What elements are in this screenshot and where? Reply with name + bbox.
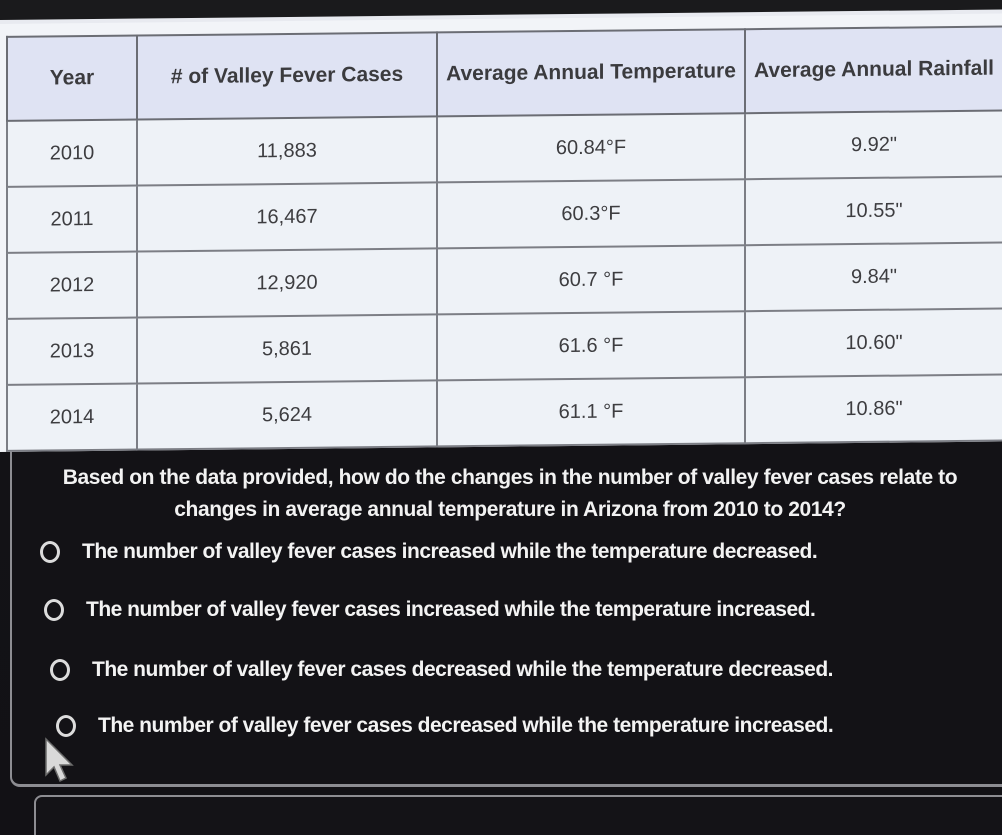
valley-fever-data-table: Year # of Valley Fever Cases Average Ann… xyxy=(6,26,1002,452)
table-row: 2011 16,467 60.3°F 10.55" xyxy=(7,176,1002,253)
answer-option-2[interactable]: The number of valley fever cases increas… xyxy=(44,598,816,622)
question-prompt: Based on the data provided, how do the c… xyxy=(62,466,958,521)
cell-year: 2014 xyxy=(7,383,137,451)
cell-cases: 12,920 xyxy=(137,248,437,318)
table-header-row: Year # of Valley Fever Cases Average Ann… xyxy=(7,26,1002,121)
cell-temperature: 60.3°F xyxy=(437,179,745,249)
cell-year: 2010 xyxy=(7,119,137,187)
header-cases: # of Valley Fever Cases xyxy=(137,32,437,120)
cell-cases: 5,624 xyxy=(137,380,437,450)
cell-cases: 11,883 xyxy=(137,116,437,186)
cell-temperature: 61.6 °F xyxy=(437,311,745,381)
next-question-card xyxy=(34,795,1002,835)
cell-rainfall: 10.60" xyxy=(745,308,1002,378)
cell-cases: 5,861 xyxy=(137,314,437,384)
cell-rainfall: 10.55" xyxy=(745,176,1002,246)
table-row: 2014 5,624 61.1 °F 10.86" xyxy=(7,374,1002,451)
radio-unselected-icon[interactable] xyxy=(50,659,70,681)
answer-option-1[interactable]: The number of valley fever cases increas… xyxy=(40,540,818,564)
radio-unselected-icon[interactable] xyxy=(40,541,60,563)
answer-option-label: The number of valley fever cases increas… xyxy=(82,540,818,563)
answer-option-label: The number of valley fever cases decreas… xyxy=(92,658,834,681)
radio-unselected-icon[interactable] xyxy=(44,599,64,621)
cell-temperature: 61.1 °F xyxy=(437,377,745,447)
header-temperature: Average Annual Temperature xyxy=(437,29,745,117)
cell-year: 2011 xyxy=(7,185,137,253)
cell-temperature: 60.7 °F xyxy=(437,245,745,315)
answer-option-4[interactable]: The number of valley fever cases decreas… xyxy=(56,714,834,738)
mouse-pointer-icon xyxy=(45,737,74,783)
answer-option-3[interactable]: The number of valley fever cases decreas… xyxy=(50,658,834,682)
radio-unselected-icon[interactable] xyxy=(56,715,76,737)
answer-option-label: The number of valley fever cases increas… xyxy=(86,598,816,621)
cell-rainfall: 10.86" xyxy=(745,374,1002,444)
table-row: 2010 11,883 60.84°F 9.92" xyxy=(7,110,1002,187)
header-rainfall: Average Annual Rainfall xyxy=(745,26,1002,114)
cell-rainfall: 9.84" xyxy=(745,242,1002,312)
table-row: 2012 12,920 60.7 °F 9.84" xyxy=(7,242,1002,319)
table-row: 2013 5,861 61.6 °F 10.60" xyxy=(7,308,1002,385)
cell-year: 2013 xyxy=(7,317,137,385)
cell-rainfall: 9.92" xyxy=(745,110,1002,180)
cell-cases: 16,467 xyxy=(137,182,437,252)
cell-temperature: 60.84°F xyxy=(437,113,745,183)
data-table-container: Year # of Valley Fever Cases Average Ann… xyxy=(0,13,1002,453)
answer-option-label: The number of valley fever cases decreas… xyxy=(98,714,834,737)
cell-year: 2012 xyxy=(7,251,137,319)
header-year: Year xyxy=(7,35,137,121)
